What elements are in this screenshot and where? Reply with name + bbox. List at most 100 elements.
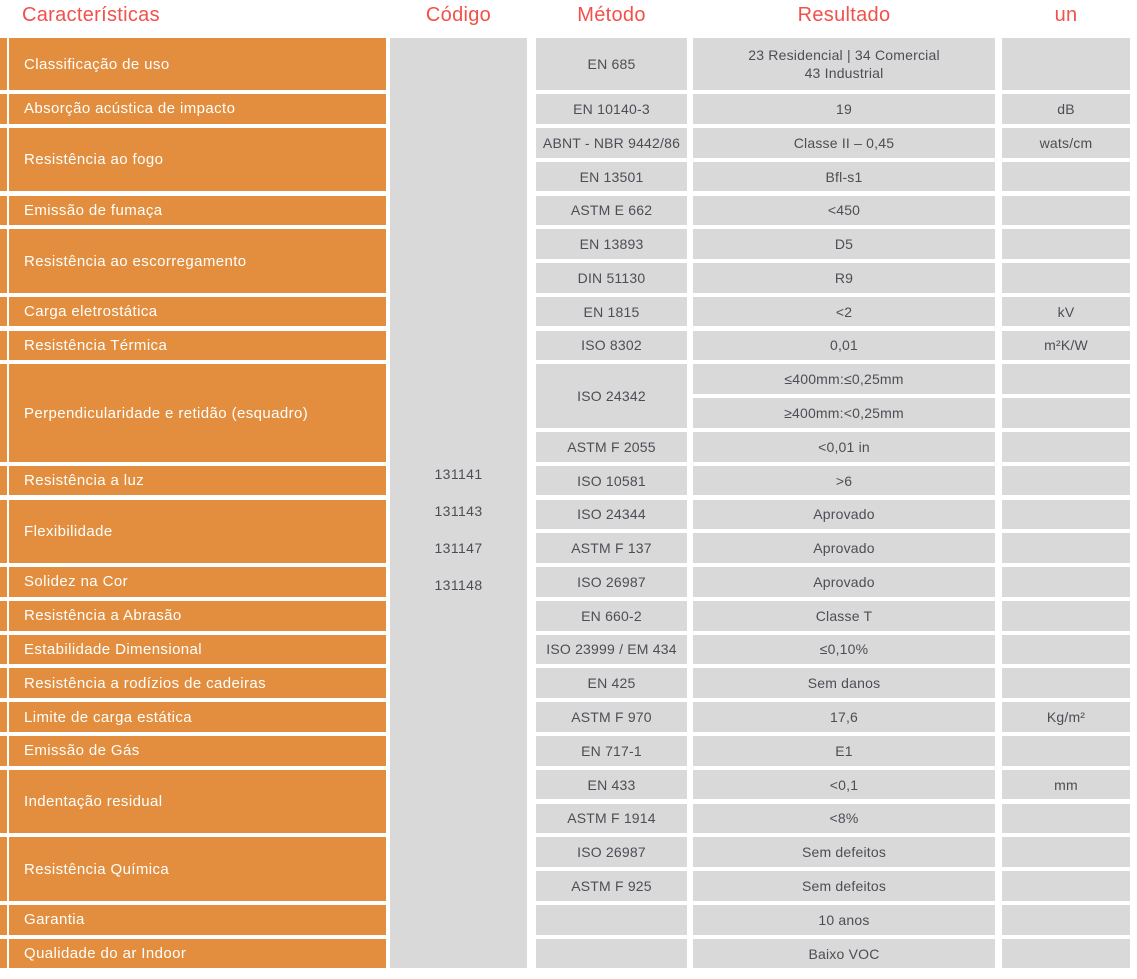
- unit-cell: [1002, 668, 1130, 699]
- unit-cell: [1002, 634, 1130, 665]
- method-cell: ABNT - NBR 9442/86: [536, 127, 687, 158]
- unit-cell: [1002, 567, 1130, 597]
- row-accent-bar: [0, 229, 7, 293]
- unit-cell: [1002, 533, 1130, 563]
- unit-cell: [1002, 465, 1130, 496]
- row-accent-bar: [0, 600, 7, 631]
- characteristic-cell: Resistência a luz: [9, 465, 386, 496]
- unit-cell: [1002, 398, 1130, 428]
- method-cell: EN 13893: [536, 229, 687, 259]
- method-cell: ISO 24342: [536, 364, 687, 428]
- row-accent-bar: [0, 938, 7, 969]
- characteristic-cell: Resistência Química: [9, 837, 386, 901]
- result-cell: D5: [693, 229, 995, 259]
- row-accent-bar: [0, 769, 7, 834]
- result-cell: ≤400mm:≤0,25mm: [693, 364, 995, 395]
- result-cell: <450: [693, 195, 995, 226]
- method-cell: EN 13501: [536, 161, 687, 192]
- unit-cell: [1002, 38, 1130, 90]
- characteristic-cell: Resistência ao fogo: [9, 127, 386, 192]
- result-cell: Aprovado: [693, 567, 995, 597]
- unit-cell: mm: [1002, 769, 1130, 800]
- unit-cell: [1002, 904, 1130, 935]
- result-cell: R9: [693, 263, 995, 293]
- result-cell: 0,01: [693, 330, 995, 361]
- row-accent-bar: [0, 94, 7, 124]
- codigo-cell: 131141 131143 131147 131148: [390, 38, 527, 969]
- product-code: 131141: [434, 466, 483, 482]
- method-cell: DIN 51130: [536, 263, 687, 293]
- characteristic-cell: Indentação residual: [9, 769, 386, 834]
- method-cell: ISO 8302: [536, 330, 687, 361]
- method-cell: EN 433: [536, 769, 687, 800]
- result-cell: 17,6: [693, 702, 995, 732]
- row-accent-bar: [0, 736, 7, 766]
- unit-cell: [1002, 736, 1130, 766]
- unit-cell: kV: [1002, 296, 1130, 327]
- method-cell: EN 717-1: [536, 736, 687, 766]
- row-accent-bar: [0, 904, 7, 935]
- unit-cell: [1002, 364, 1130, 395]
- unit-cell: [1002, 600, 1130, 631]
- column-header-resultado: Resultado: [797, 4, 891, 26]
- characteristic-cell: Flexibilidade: [9, 499, 386, 563]
- unit-cell: [1002, 803, 1130, 834]
- row-accent-bar: [0, 195, 7, 226]
- unit-cell: [1002, 938, 1130, 969]
- method-cell: ASTM F 137: [536, 533, 687, 563]
- method-cell: ASTM F 2055: [536, 432, 687, 462]
- method-cell: ISO 26987: [536, 837, 687, 867]
- product-codes: 131141 131143 131147 131148: [390, 456, 527, 604]
- result-cell: 23 Residencial | 34 Comercial 43 Industri…: [693, 38, 995, 90]
- characteristic-cell: Absorção acústica de impacto: [9, 94, 386, 124]
- unit-cell: [1002, 229, 1130, 259]
- method-cell: [536, 904, 687, 935]
- result-cell: E1: [693, 736, 995, 766]
- characteristic-cell: Emissão de fumaça: [9, 195, 386, 226]
- characteristic-cell: Limite de carga estática: [9, 702, 386, 732]
- characteristic-cell: Resistência ao escorregamento: [9, 229, 386, 293]
- result-cell: Aprovado: [693, 499, 995, 530]
- characteristic-cell: Solidez na Cor: [9, 567, 386, 597]
- characteristic-cell: Resistência a Abrasão: [9, 600, 386, 631]
- method-cell: EN 1815: [536, 296, 687, 327]
- unit-cell: Kg/m²: [1002, 702, 1130, 732]
- row-accent-bar: [0, 38, 7, 90]
- characteristic-cell: Resistência Térmica: [9, 330, 386, 361]
- product-code: 131143: [434, 503, 483, 519]
- result-cell: Sem defeitos: [693, 837, 995, 867]
- unit-cell: [1002, 499, 1130, 530]
- result-cell: Sem defeitos: [693, 871, 995, 901]
- result-cell: <0,01 in: [693, 432, 995, 462]
- unit-cell: dB: [1002, 94, 1130, 124]
- characteristic-cell: Perpendicularidade e retidão (esquadro): [9, 364, 386, 462]
- unit-cell: [1002, 432, 1130, 462]
- row-accent-bar: [0, 296, 7, 327]
- result-cell: Classe T: [693, 600, 995, 631]
- method-cell: EN 425: [536, 668, 687, 699]
- method-cell: [536, 938, 687, 969]
- result-line: 43 Industrial: [804, 65, 884, 81]
- result-cell: ≤0,10%: [693, 634, 995, 665]
- characteristic-cell: Estabilidade Dimensional: [9, 634, 386, 665]
- row-accent-bar: [0, 499, 7, 563]
- result-cell: ≥400mm:<0,25mm: [693, 398, 995, 428]
- method-cell: ASTM F 970: [536, 702, 687, 732]
- unit-cell: m²K/W: [1002, 330, 1130, 361]
- result-cell: 10 anos: [693, 904, 995, 935]
- method-cell: EN 10140-3: [536, 94, 687, 124]
- method-cell: ASTM F 925: [536, 871, 687, 901]
- unit-cell: [1002, 871, 1130, 901]
- characteristic-cell: Qualidade do ar Indoor: [9, 938, 386, 969]
- method-cell: ISO 26987: [536, 567, 687, 597]
- characteristic-cell: Garantia: [9, 904, 386, 935]
- unit-cell: [1002, 195, 1130, 226]
- method-cell: ASTM F 1914: [536, 803, 687, 834]
- product-code: 131148: [434, 577, 483, 593]
- column-header-un: un: [1054, 4, 1078, 26]
- method-cell: EN 685: [536, 38, 687, 90]
- table-header: Características Código Método Resultado …: [0, 0, 1130, 31]
- row-accent-bar: [0, 668, 7, 699]
- unit-cell: wats/cm: [1002, 127, 1130, 158]
- method-cell: EN 660-2: [536, 600, 687, 631]
